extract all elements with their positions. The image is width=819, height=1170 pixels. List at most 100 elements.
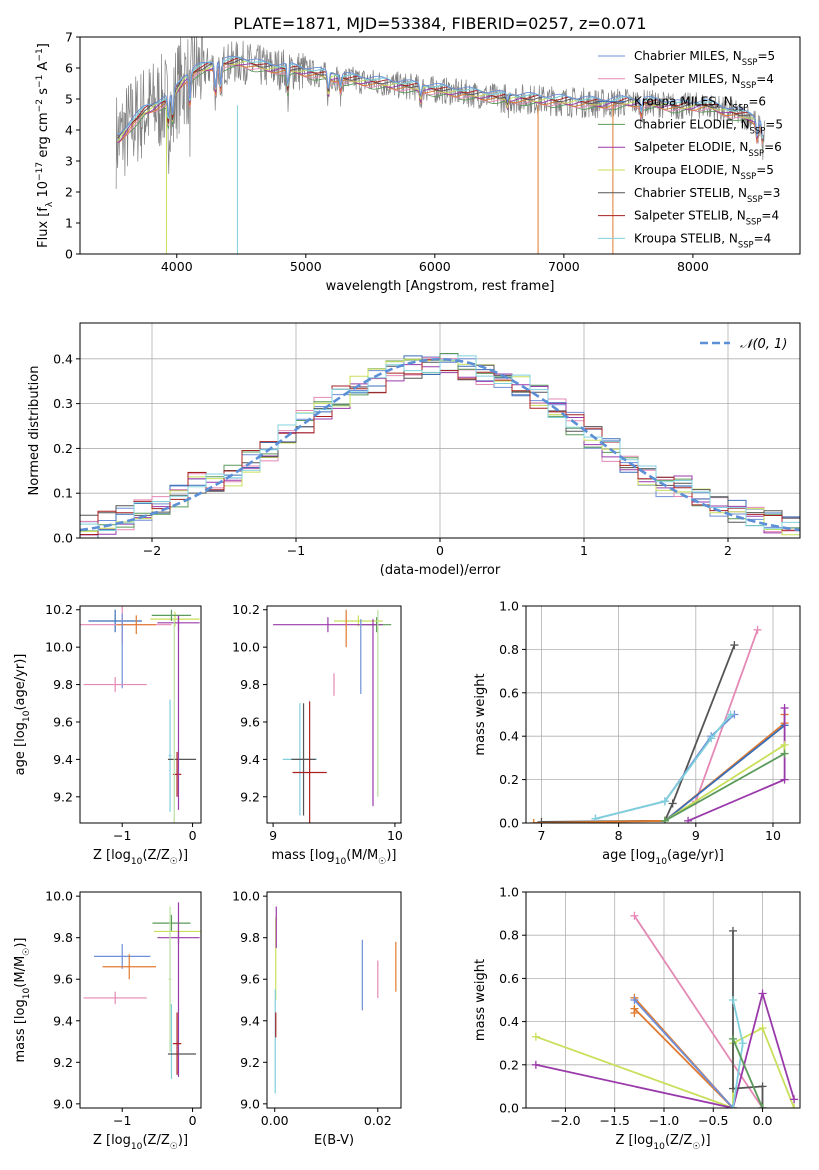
y-tick-label: 9.4 [240, 752, 260, 767]
data-point [151, 609, 192, 621]
x-tick-label: −1.0 [649, 1113, 679, 1128]
mass-weight-marker [660, 816, 669, 823]
figure-title: PLATE=1871, MJD=53384, FIBERID=0257, z=0… [233, 14, 646, 33]
legend-label: Kroupa ELODIE, NSSP=5 [634, 163, 774, 181]
mass-weight-marker [707, 734, 716, 743]
model-spectrum-line [117, 57, 763, 141]
y-tick-label: 0.2 [499, 1057, 519, 1072]
mass-weight-marker [630, 1008, 639, 1017]
x-tick-label: 5000 [290, 259, 322, 274]
y-tick-label: 0.4 [53, 351, 73, 366]
x-tick-label: 6000 [419, 259, 451, 274]
y-tick-label: 3 [65, 154, 73, 169]
mass-weight-line [535, 990, 795, 1108]
y-tick-label: 9.4 [53, 1013, 73, 1028]
mass-weight-marker [630, 911, 639, 920]
y-tick-label: 0.6 [499, 971, 519, 986]
x-tick-label: −2.0 [550, 1113, 580, 1128]
y-tick-label: 9.2 [53, 789, 73, 804]
legend-label: Chabrier STELIB, NSSP=3 [634, 186, 780, 204]
y-tick-label: 9.6 [240, 714, 260, 729]
mass-weight-marker [758, 1082, 767, 1091]
y-tick-label: 0.2 [499, 772, 519, 787]
x-tick-label: 7000 [548, 259, 580, 274]
x-tick-label: 0 [436, 543, 444, 558]
y-tick-label: 10.0 [232, 889, 260, 904]
x-tick-label: 10 [387, 828, 403, 843]
data-point [94, 943, 151, 969]
y-tick-label: 9.6 [53, 714, 73, 729]
x-tick-label: 8 [615, 828, 623, 843]
mass-weight-marker [537, 817, 546, 823]
mass-weight-marker [728, 1104, 737, 1108]
y-tick-label: 7 [65, 30, 73, 45]
y-tick-label: 9.2 [240, 1055, 260, 1070]
data-point [292, 701, 327, 823]
mass-weight-marker [780, 703, 789, 712]
mass-weight-line [595, 713, 732, 820]
mass-weight-marker [790, 1104, 799, 1108]
y-tick-label: 9.8 [53, 930, 73, 945]
data-point [116, 615, 156, 635]
plot-area [83, 902, 201, 1079]
mass-weight-marker [728, 926, 737, 935]
mass-weight-marker [758, 1024, 767, 1033]
y-tick-label: 0.6 [499, 685, 519, 700]
y-axis-label: mass weight [473, 673, 488, 755]
y-axis-label: mass weight [473, 959, 488, 1041]
x-tick-label: 1 [580, 543, 588, 558]
x-tick-label: 7 [537, 828, 545, 843]
y-tick-label: 9.2 [53, 1055, 73, 1070]
plot-area [531, 911, 799, 1108]
x-tick-label: −1.5 [600, 1113, 630, 1128]
mass-weight-line [664, 724, 786, 822]
axes-residuals: −2 −1 0 1 2 0.0 0.1 0.2 0.3 0.4 (data-model)/error… [27, 322, 801, 578]
y-tick-label: 9.8 [240, 677, 260, 692]
y-tick-label: 1.0 [499, 599, 519, 614]
x-axis-label: age [log10(age/yr)] [602, 848, 724, 867]
mass-weight-marker [630, 996, 639, 1004]
mass-weight-marker [730, 641, 739, 650]
spectrum-legend: Chabrier MILES, NSSP=5 Salpeter MILES, NS… [598, 49, 783, 249]
mass-weight-line [732, 930, 764, 1108]
mass-weight-marker [780, 749, 789, 758]
y-tick-label: 1 [65, 216, 73, 231]
legend-label: Salpeter STELIB, NSSP=4 [634, 209, 779, 227]
y-tick-label: 9.8 [240, 930, 260, 945]
mass-weight-marker [660, 797, 669, 806]
y-tick-label: 9.0 [240, 1096, 260, 1111]
y-tick-label: 9.0 [53, 1096, 73, 1111]
legend-label: Salpeter ELODIE, NSSP=6 [634, 140, 782, 158]
axes-frame [525, 605, 801, 824]
y-tick-label: 0.3 [53, 396, 73, 411]
x-axis-label: Z [log10(Z/Z☉)] [93, 848, 188, 867]
y-tick-label: 9.6 [53, 972, 73, 987]
y-tick-label: 0.0 [499, 816, 519, 831]
mass-weight-marker [758, 1104, 767, 1108]
model-spectrum-line [117, 64, 763, 148]
plot-area [80, 353, 800, 538]
x-tick-label: −0.5 [698, 1113, 728, 1128]
axes-frame [266, 891, 402, 1109]
y-axis-label: mass [log10(M/M☉)] [13, 938, 32, 1063]
y-tick-label: 10.0 [232, 640, 260, 655]
axes-ebv_mass: 0.00 0.02 9.0 9.2 9.4 9.6 9.8 10.0 E(B-V) [232, 889, 402, 1148]
y-tick-label: 0.2 [53, 441, 73, 456]
x-tick-label: 9 [269, 828, 277, 843]
mass-weight-marker [726, 710, 735, 719]
axes-mass_age: 9 10 9.2 9.4 9.6 9.8 10.0 10.2 mass [log10(M/M☉)… [232, 602, 403, 867]
x-axis-label: wavelength [Angstrom, rest frame] [326, 279, 555, 294]
x-tick-label: −1 [113, 828, 131, 843]
legend-label: Chabrier MILES, NSSP=5 [634, 49, 775, 67]
x-tick-label: 0.00 [261, 1113, 289, 1128]
axes-spectrum: 4000 5000 6000 7000 8000 0 1 2 3 4 5 6 7 wavelength [… [35, 30, 801, 294]
x-tick-label: 2 [724, 543, 732, 558]
plot-area [529, 625, 789, 823]
y-tick-label: 0.8 [499, 642, 519, 657]
plot-area [115, 37, 766, 254]
legend-label: Kroupa STELIB, NSSP=4 [634, 231, 771, 249]
residual-histogram-step [80, 355, 800, 531]
y-tick-label: 0.4 [499, 729, 519, 744]
x-axis-label: mass [log10(M/M☉)] [272, 848, 397, 867]
